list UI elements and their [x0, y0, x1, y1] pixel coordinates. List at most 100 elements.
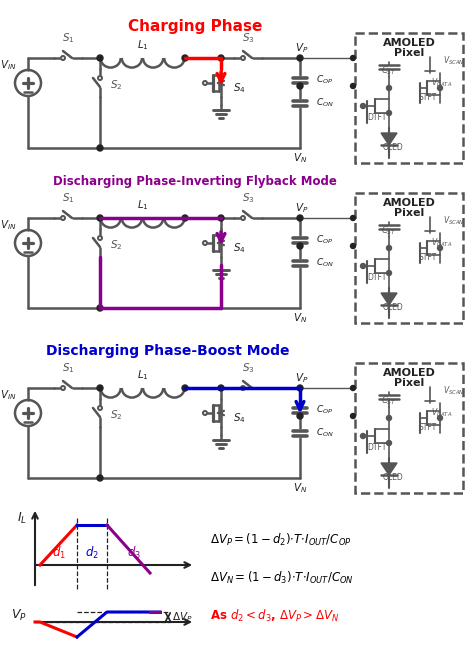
Text: STFT: STFT	[419, 93, 437, 103]
Circle shape	[297, 55, 303, 61]
Text: $L_1$: $L_1$	[137, 198, 148, 212]
Circle shape	[350, 413, 356, 419]
Circle shape	[241, 56, 245, 60]
Text: OLED: OLED	[383, 474, 403, 482]
Text: $S_4$: $S_4$	[233, 411, 246, 425]
Circle shape	[203, 411, 207, 415]
Text: $C_{ON}$: $C_{ON}$	[316, 257, 334, 269]
Circle shape	[203, 81, 207, 85]
Text: $V_N$: $V_N$	[293, 481, 307, 495]
Polygon shape	[381, 293, 397, 305]
Circle shape	[241, 386, 245, 390]
Text: $d_1$: $d_1$	[52, 545, 65, 561]
Circle shape	[386, 415, 392, 421]
Text: $V_{IN}$: $V_{IN}$	[0, 218, 16, 232]
Circle shape	[438, 415, 443, 421]
Text: $S_2$: $S_2$	[110, 238, 122, 252]
Polygon shape	[381, 133, 397, 145]
Text: $S_2$: $S_2$	[110, 408, 122, 422]
Circle shape	[97, 475, 103, 481]
Circle shape	[297, 83, 303, 89]
Circle shape	[218, 215, 224, 221]
FancyBboxPatch shape	[355, 193, 463, 323]
Circle shape	[438, 246, 443, 250]
Text: $d_3$: $d_3$	[127, 545, 140, 561]
Text: $V_{SCAN}$: $V_{SCAN}$	[443, 384, 465, 397]
Text: Pixel: Pixel	[394, 208, 424, 218]
Text: DTFT: DTFT	[367, 444, 387, 452]
Circle shape	[218, 55, 224, 61]
Circle shape	[297, 385, 303, 391]
Circle shape	[61, 56, 65, 60]
Circle shape	[350, 56, 356, 60]
Text: $V_P$: $V_P$	[295, 371, 309, 385]
Circle shape	[361, 433, 365, 439]
Text: $C_{ST}$: $C_{ST}$	[381, 64, 397, 77]
Text: $S_1$: $S_1$	[62, 361, 74, 375]
Circle shape	[386, 111, 392, 115]
Text: OLED: OLED	[383, 303, 403, 313]
Circle shape	[97, 305, 103, 311]
Text: $V_{IN}$: $V_{IN}$	[0, 388, 16, 402]
Text: $C_{ON}$: $C_{ON}$	[316, 97, 334, 109]
Text: $S_3$: $S_3$	[242, 361, 255, 375]
Text: Pixel: Pixel	[394, 378, 424, 388]
Text: $V_{DATA}$: $V_{DATA}$	[431, 76, 453, 89]
Circle shape	[97, 145, 103, 151]
Circle shape	[350, 386, 356, 391]
Circle shape	[297, 413, 303, 419]
Text: Pixel: Pixel	[394, 48, 424, 58]
Circle shape	[97, 215, 103, 221]
Text: $S_3$: $S_3$	[242, 31, 255, 45]
Text: $S_2$: $S_2$	[110, 78, 122, 92]
Text: $C_{ON}$: $C_{ON}$	[316, 427, 334, 440]
Text: $L_1$: $L_1$	[137, 38, 148, 52]
Circle shape	[386, 246, 392, 250]
Text: $\Delta V_P$: $\Delta V_P$	[172, 610, 192, 624]
Text: $S_3$: $S_3$	[242, 191, 255, 205]
Circle shape	[297, 215, 303, 221]
Circle shape	[218, 385, 224, 391]
Text: $V_P$: $V_P$	[295, 41, 309, 55]
Circle shape	[182, 215, 188, 221]
Text: Charging Phase: Charging Phase	[128, 19, 262, 34]
Circle shape	[97, 385, 103, 391]
Circle shape	[98, 406, 102, 410]
Text: OLED: OLED	[383, 144, 403, 152]
Circle shape	[350, 215, 356, 221]
Circle shape	[98, 236, 102, 240]
Circle shape	[386, 85, 392, 91]
Circle shape	[182, 385, 188, 391]
Text: $\Delta V_P=(1-d_2){\cdot}T{\cdot}I_{OUT}/C_{OP}$: $\Delta V_P=(1-d_2){\cdot}T{\cdot}I_{OUT…	[210, 532, 352, 548]
Text: $L_1$: $L_1$	[137, 368, 148, 382]
Circle shape	[297, 243, 303, 249]
Text: $\Delta V_N=(1-d_3){\cdot}T{\cdot}I_{OUT}/C_{ON}$: $\Delta V_N=(1-d_3){\cdot}T{\cdot}I_{OUT…	[210, 570, 354, 586]
Text: $V_{SCAN}$: $V_{SCAN}$	[443, 55, 465, 67]
FancyBboxPatch shape	[355, 363, 463, 493]
Circle shape	[98, 76, 102, 80]
Text: $C_{OP}$: $C_{OP}$	[316, 234, 333, 246]
Text: $V_{DATA}$: $V_{DATA}$	[431, 407, 453, 419]
Text: Discharging Phase-Inverting Flyback Mode: Discharging Phase-Inverting Flyback Mode	[53, 174, 337, 187]
Text: $d_2$: $d_2$	[85, 545, 99, 561]
Text: $V_N$: $V_N$	[293, 151, 307, 165]
Circle shape	[361, 103, 365, 109]
Text: As $d_2<d_3$, $\Delta V_P>\Delta V_N$: As $d_2<d_3$, $\Delta V_P>\Delta V_N$	[210, 608, 339, 624]
Text: STFT: STFT	[419, 423, 437, 433]
Text: Discharging Phase-Boost Mode: Discharging Phase-Boost Mode	[46, 344, 290, 358]
Circle shape	[182, 55, 188, 61]
Text: AMOLED: AMOLED	[383, 38, 436, 48]
Circle shape	[386, 270, 392, 276]
Text: $S_4$: $S_4$	[233, 81, 246, 95]
Text: $C_{OP}$: $C_{OP}$	[316, 74, 333, 87]
Polygon shape	[381, 463, 397, 475]
Circle shape	[350, 244, 356, 248]
Circle shape	[386, 440, 392, 446]
Text: $V_{SCAN}$: $V_{SCAN}$	[443, 215, 465, 227]
Text: AMOLED: AMOLED	[383, 198, 436, 208]
Text: $V_P$: $V_P$	[11, 607, 27, 623]
Text: DTFT: DTFT	[367, 113, 387, 123]
Text: STFT: STFT	[419, 254, 437, 262]
Text: $C_{OP}$: $C_{OP}$	[316, 404, 333, 416]
Text: $V_N$: $V_N$	[293, 311, 307, 325]
